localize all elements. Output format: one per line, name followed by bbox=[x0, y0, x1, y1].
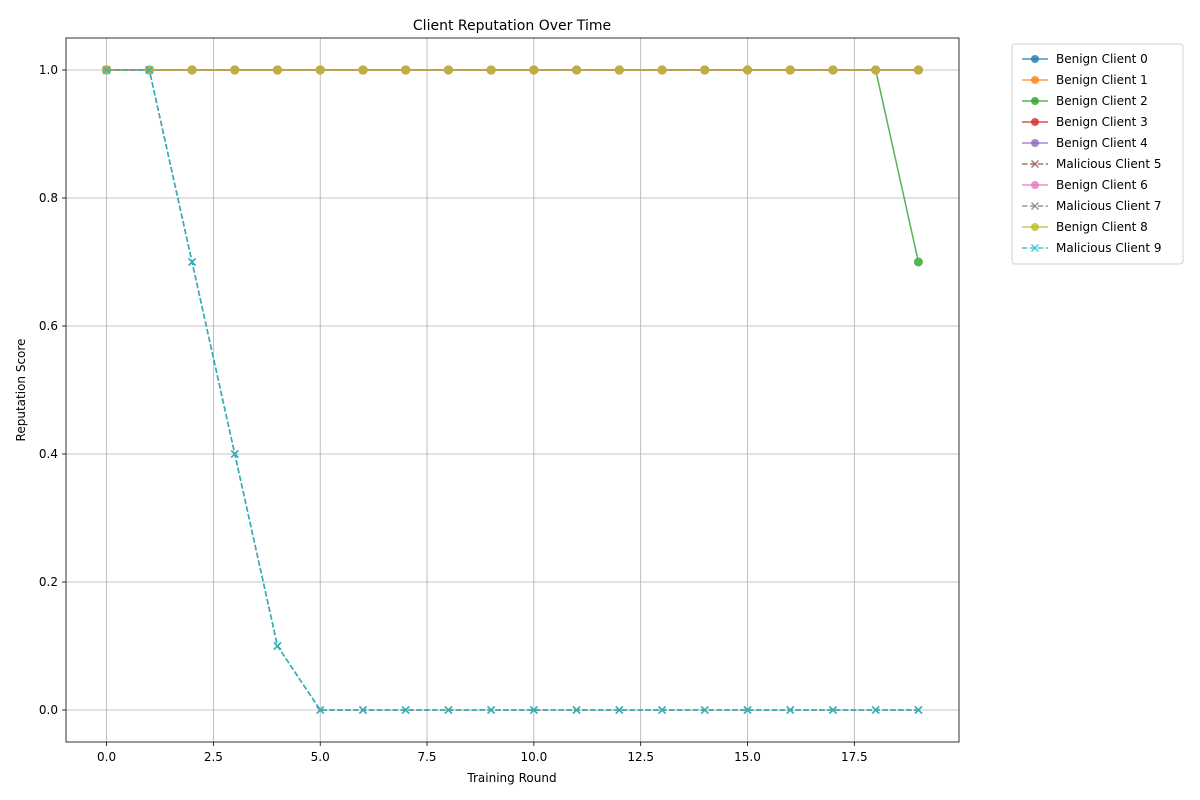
data-point bbox=[444, 705, 453, 715]
legend-item: Benign Client 0 bbox=[1022, 52, 1148, 66]
legend-label: Benign Client 2 bbox=[1056, 94, 1148, 108]
data-point bbox=[700, 705, 709, 715]
data-point bbox=[828, 705, 837, 715]
data-point bbox=[700, 65, 710, 75]
legend-swatch-marker bbox=[1030, 159, 1040, 169]
data-point bbox=[273, 65, 282, 75]
data-point bbox=[230, 449, 239, 459]
data-point bbox=[828, 65, 838, 75]
data-point bbox=[914, 705, 923, 715]
x-axis-label: Training Round bbox=[466, 771, 556, 785]
legend-swatch-marker bbox=[1031, 55, 1039, 63]
legend-label: Malicious Client 9 bbox=[1056, 241, 1162, 255]
data-point bbox=[487, 705, 496, 715]
y-tick-label: 0.2 bbox=[39, 575, 58, 589]
legend-item: Benign Client 3 bbox=[1022, 115, 1148, 129]
data-point bbox=[230, 65, 240, 75]
x-tick-label: 15.0 bbox=[734, 750, 761, 764]
data-point bbox=[871, 705, 880, 715]
data-point bbox=[187, 65, 197, 75]
y-tick-label: 1.0 bbox=[39, 63, 58, 77]
series-layer bbox=[102, 65, 923, 715]
legend-label: Malicious Client 5 bbox=[1056, 157, 1162, 171]
data-point bbox=[188, 257, 197, 267]
x-tick-label: 12.5 bbox=[627, 750, 654, 764]
data-point bbox=[273, 641, 282, 651]
data-point bbox=[102, 65, 111, 75]
data-point bbox=[358, 705, 367, 715]
data-point bbox=[486, 65, 496, 75]
legend-item: Malicious Client 5 bbox=[1022, 157, 1162, 171]
y-tick-label: 0.6 bbox=[39, 319, 58, 333]
y-tick-label: 0.0 bbox=[39, 703, 58, 717]
data-point bbox=[658, 705, 667, 715]
data-point bbox=[572, 65, 582, 75]
data-point bbox=[316, 705, 325, 715]
series-10 bbox=[102, 65, 923, 715]
plot-frame bbox=[65, 37, 960, 743]
legend-label: Benign Client 3 bbox=[1056, 115, 1148, 129]
x-tick-label: 0.0 bbox=[97, 750, 116, 764]
axes-layer bbox=[65, 37, 960, 743]
data-point bbox=[743, 705, 752, 715]
data-point bbox=[743, 65, 752, 75]
y-tick-label: 0.4 bbox=[39, 447, 58, 461]
legend-item: Benign Client 8 bbox=[1022, 220, 1148, 234]
legend-swatch-marker bbox=[1030, 201, 1040, 211]
data-point bbox=[614, 65, 624, 75]
legend-swatch-marker bbox=[1030, 243, 1040, 253]
legend-swatch-marker bbox=[1031, 76, 1039, 84]
ticks-layer: 0.0 2.5 5.0 7.5 10.0 12.5 15.0 17.5 0.0 0.2 0.4 0.6… bbox=[39, 63, 868, 764]
series-line bbox=[106, 69, 919, 711]
y-axis-label: Reputation Score bbox=[14, 339, 28, 442]
legend-label: Benign Client 8 bbox=[1056, 220, 1148, 234]
legend-label: Benign Client 6 bbox=[1056, 178, 1148, 192]
legend-swatch-marker bbox=[1031, 139, 1039, 147]
legend-item: Benign Client 1 bbox=[1022, 73, 1148, 87]
data-point bbox=[786, 705, 795, 715]
data-point bbox=[913, 257, 923, 267]
legend-swatch-marker bbox=[1031, 97, 1039, 105]
chart-title: Client Reputation Over Time bbox=[413, 18, 611, 34]
data-point bbox=[615, 705, 624, 715]
legend-box bbox=[1011, 43, 1184, 265]
data-point bbox=[913, 65, 923, 75]
data-point bbox=[358, 65, 368, 75]
legend-label: Benign Client 1 bbox=[1056, 73, 1148, 87]
x-tick-label: 17.5 bbox=[841, 750, 868, 764]
data-point bbox=[401, 65, 411, 75]
x-tick-label: 10.0 bbox=[521, 750, 548, 764]
legend: Benign Client 0 Benign Client 1 Benign Cli… bbox=[1011, 43, 1184, 265]
data-point bbox=[145, 65, 154, 75]
data-point bbox=[572, 705, 581, 715]
x-tick-label: 5.0 bbox=[311, 750, 330, 764]
y-tick-label: 0.8 bbox=[39, 191, 58, 205]
data-point bbox=[785, 65, 795, 75]
legend-item: Benign Client 6 bbox=[1022, 178, 1148, 192]
series-9 bbox=[102, 65, 923, 75]
legend-swatch-marker bbox=[1031, 223, 1039, 231]
legend-label: Benign Client 0 bbox=[1056, 52, 1148, 66]
legend-swatch-marker bbox=[1031, 181, 1039, 189]
data-point bbox=[529, 705, 538, 715]
x-tick-label: 2.5 bbox=[204, 750, 223, 764]
legend-item: Malicious Client 7 bbox=[1022, 199, 1162, 213]
data-point bbox=[401, 705, 410, 715]
legend-swatch-marker bbox=[1031, 118, 1039, 126]
data-point bbox=[443, 65, 453, 75]
legend-item: Malicious Client 9 bbox=[1022, 241, 1162, 255]
data-point bbox=[315, 65, 325, 75]
legend-label: Benign Client 4 bbox=[1056, 136, 1148, 150]
x-tick-label: 7.5 bbox=[417, 750, 436, 764]
legend-item: Benign Client 2 bbox=[1022, 94, 1148, 108]
legend-item: Benign Client 4 bbox=[1022, 136, 1148, 150]
data-point bbox=[529, 65, 539, 75]
data-point bbox=[871, 65, 881, 75]
data-point bbox=[657, 65, 667, 75]
legend-label: Malicious Client 7 bbox=[1056, 199, 1162, 213]
